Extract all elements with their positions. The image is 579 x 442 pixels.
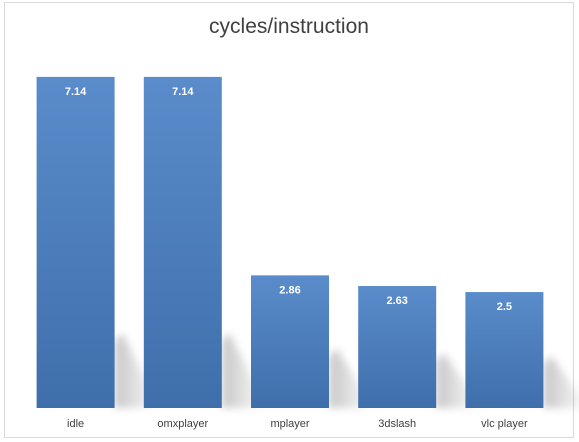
bar-vlc-player bbox=[465, 292, 544, 408]
data-label: 7.14 bbox=[172, 86, 194, 98]
data-label: 2.63 bbox=[386, 295, 407, 307]
data-label: 7.14 bbox=[65, 86, 87, 98]
bar-idle bbox=[36, 76, 115, 408]
data-label: 2.86 bbox=[279, 284, 300, 296]
chart-title: cycles/instruction bbox=[209, 15, 369, 38]
bar-mplayer bbox=[251, 275, 329, 408]
tick-label: vlc player bbox=[481, 418, 528, 430]
bar-3dslash bbox=[358, 286, 437, 408]
bar-omxplayer bbox=[143, 76, 222, 408]
tick-label: 3dslash bbox=[378, 418, 416, 430]
tick-label: idle bbox=[67, 418, 84, 430]
bars bbox=[36, 76, 544, 408]
category-axis: idle omxplayer mplayer 3dslash vlc player bbox=[67, 418, 528, 430]
tick-label: mplayer bbox=[270, 418, 309, 430]
data-labels: 7.14 7.14 2.86 2.63 2.5 bbox=[65, 86, 512, 313]
tick-label: omxplayer bbox=[157, 418, 208, 430]
bar-shadow bbox=[543, 355, 579, 408]
data-label: 2.5 bbox=[497, 301, 512, 313]
